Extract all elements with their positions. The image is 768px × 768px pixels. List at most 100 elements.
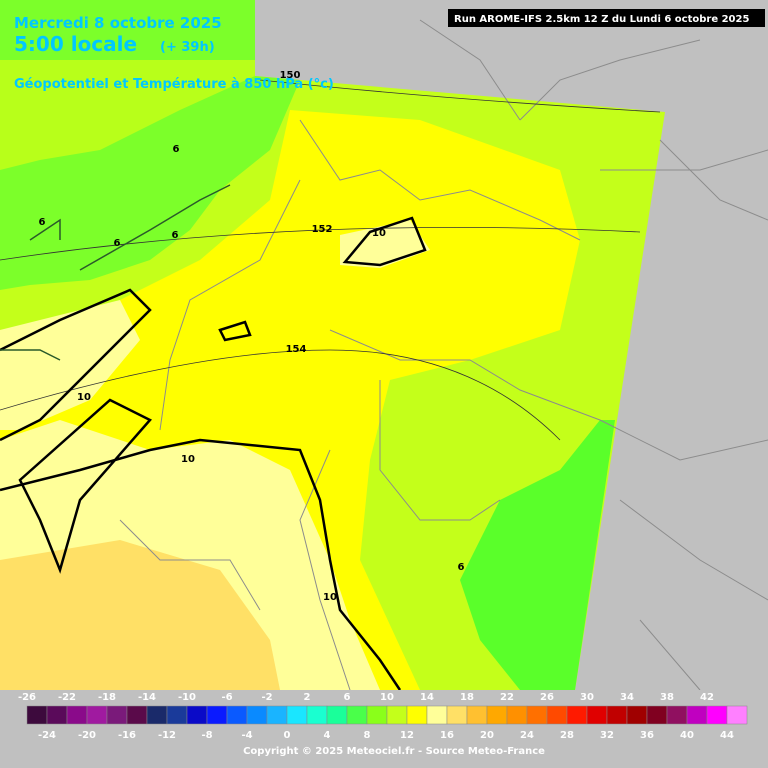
colorbar-swatch [226, 705, 248, 725]
colorbar-swatch [566, 705, 588, 725]
isotherm-10 [0, 216, 427, 691]
colorbar-swatch [66, 705, 88, 725]
colorbar-swatch [326, 705, 348, 725]
copyright: Copyright © 2025 Meteociel.fr - Source M… [243, 746, 545, 757]
colorbar-swatch [266, 705, 288, 725]
colorbar-label: 20 [480, 730, 494, 741]
colorbar-swatch [626, 705, 648, 725]
colorbar-label: -20 [78, 730, 96, 741]
country-border [119, 19, 768, 691]
colorbar-swatch [246, 705, 268, 725]
colorbar-swatch [546, 705, 568, 725]
colorbar-label: 38 [660, 692, 674, 703]
contour-label: 6 [114, 238, 121, 249]
colorbar-label: -24 [38, 730, 56, 741]
contour-label: 6 [39, 217, 46, 228]
contour-label: 6 [458, 562, 465, 573]
colorbar-label: 26 [540, 692, 554, 703]
colorbar-swatch [206, 705, 228, 725]
colorbar-swatch [386, 705, 408, 725]
colorbar-swatch [126, 705, 148, 725]
colorbar-swatch [646, 705, 668, 725]
map-title: Géopotentiel et Température à 850 hPa (°… [14, 77, 334, 92]
colorbar-label: 22 [500, 692, 514, 703]
colorbar-label: 16 [440, 730, 454, 741]
colorbar-label: -26 [18, 692, 36, 703]
colorbar-swatch [166, 705, 188, 725]
contour-label: 152 [312, 224, 333, 235]
colorbar-swatch [586, 705, 608, 725]
colorbar-swatch [26, 705, 48, 725]
colorbar: -26-24-22-20-18-16-14-12-10-8-6-4-202468… [18, 692, 748, 741]
colorbar-label: 24 [520, 730, 534, 741]
colorbar-label: -12 [158, 730, 176, 741]
run-box [448, 9, 765, 27]
colorbar-label: -4 [241, 730, 252, 741]
contour-label: 10 [77, 392, 91, 403]
legend-background [0, 690, 768, 768]
colorbar-label: 0 [284, 730, 291, 741]
colorbar-swatch [666, 705, 688, 725]
colorbar-label: 44 [720, 730, 734, 741]
geopotential-isoline [0, 226, 641, 261]
colorbar-swatch [486, 705, 508, 725]
colorbar-swatch [506, 705, 528, 725]
colorbar-label: 28 [560, 730, 574, 741]
colorbar-label: -2 [261, 692, 272, 703]
colorbar-label: 36 [640, 730, 654, 741]
colorbar-label: 14 [420, 692, 434, 703]
colorbar-swatch [86, 705, 108, 725]
colorbar-label: 32 [600, 730, 614, 741]
contour-label: 10 [323, 592, 337, 603]
colorbar-label: -14 [138, 692, 156, 703]
geopotential-isoline [0, 349, 561, 441]
colorbar-swatch [286, 705, 308, 725]
warmest-region [0, 540, 280, 690]
colorbar-label: 10 [380, 692, 394, 703]
contour-label: 150 [280, 70, 301, 81]
colorbar-label: 4 [324, 730, 331, 741]
colorbar-swatch [606, 705, 628, 725]
colorbar-swatch [46, 705, 68, 725]
colorbar-swatch [526, 705, 548, 725]
colorbar-label: 6 [344, 692, 351, 703]
colorbar-label: 34 [620, 692, 634, 703]
colorbar-swatch [466, 705, 488, 725]
colorbar-label: 18 [460, 692, 474, 703]
colorbar-swatch [146, 705, 168, 725]
contour-label: 154 [286, 344, 307, 355]
forecast-lead: (+ 39h) [160, 40, 215, 55]
colorbar-swatch [426, 705, 448, 725]
colorbar-label: -8 [201, 730, 212, 741]
colorbar-label: -6 [221, 692, 232, 703]
colorbar-swatch [186, 705, 208, 725]
colorbar-label: 8 [364, 730, 371, 741]
colorbar-label: -22 [58, 692, 76, 703]
geopotential-isoline [259, 79, 661, 113]
colorbar-swatch [406, 705, 428, 725]
isotherm-6 [0, 184, 231, 361]
colorbar-label: 42 [700, 692, 714, 703]
forecast-time: 5:00 locale [14, 32, 137, 56]
contour-label: 10 [181, 454, 195, 465]
run-info: Run AROME-IFS 2.5km 12 Z du Lundi 6 octo… [454, 14, 749, 25]
colorbar-label: 30 [580, 692, 594, 703]
colorbar-swatch [706, 705, 728, 725]
colorbar-swatch [366, 705, 388, 725]
colorbar-label: -16 [118, 730, 136, 741]
contour-label: 6 [173, 144, 180, 155]
colorbar-swatch [106, 705, 128, 725]
colorbar-swatch [446, 705, 468, 725]
forecast-date: Mercredi 8 octobre 2025 [14, 14, 222, 32]
colorbar-label: -18 [98, 692, 116, 703]
colorbar-swatch [686, 705, 708, 725]
mild-region [0, 60, 255, 170]
colorbar-swatch [726, 705, 748, 725]
colorbar-label: -10 [178, 692, 196, 703]
colorbar-label: 12 [400, 730, 414, 741]
colorbar-label: 2 [304, 692, 311, 703]
contour-label: 10 [372, 228, 386, 239]
contour-label: 6 [172, 230, 179, 241]
colorbar-label: 40 [680, 730, 694, 741]
